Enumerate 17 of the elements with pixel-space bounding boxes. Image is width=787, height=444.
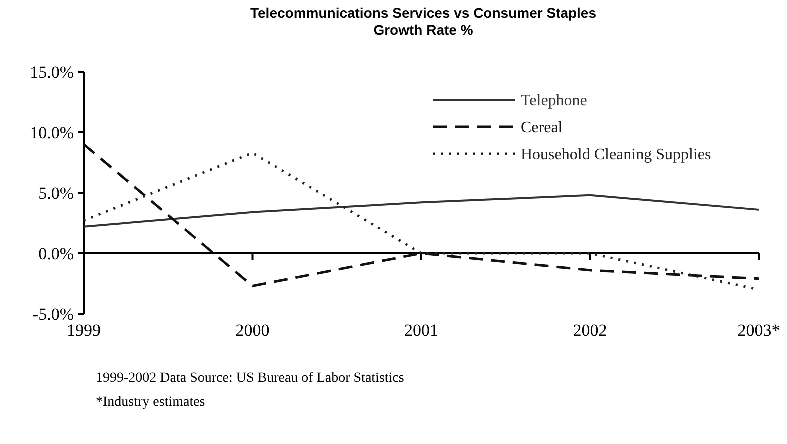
y-tick-label: 15.0% [30, 62, 74, 82]
y-tick-label: 5.0% [38, 184, 74, 203]
x-tick-label: 2002 [573, 321, 608, 340]
text: *Industry estimates [96, 395, 206, 410]
x-tick-label: 2001 [404, 321, 438, 340]
text: Telephone [521, 92, 588, 110]
text: Household Cleaning Supplies [521, 146, 712, 164]
x-tick-label: 2000 [236, 321, 270, 340]
x-tick-label: 2003* [738, 321, 780, 340]
line-series [83, 194, 760, 228]
y-tick-label: 0.0% [38, 244, 74, 264]
text: Cereal [521, 120, 564, 137]
x-tick-label: 1999 [67, 321, 101, 340]
chart-title: Telecommunications Services vs Consumer Staples Growth Rate % [250, 5, 597, 38]
y-tick-label: 10.0% [30, 123, 74, 142]
y-tick-label: -5.0% [32, 304, 74, 324]
text: 1999-2002 Data Source: US Bureau of Labor Statistics [96, 371, 404, 386]
